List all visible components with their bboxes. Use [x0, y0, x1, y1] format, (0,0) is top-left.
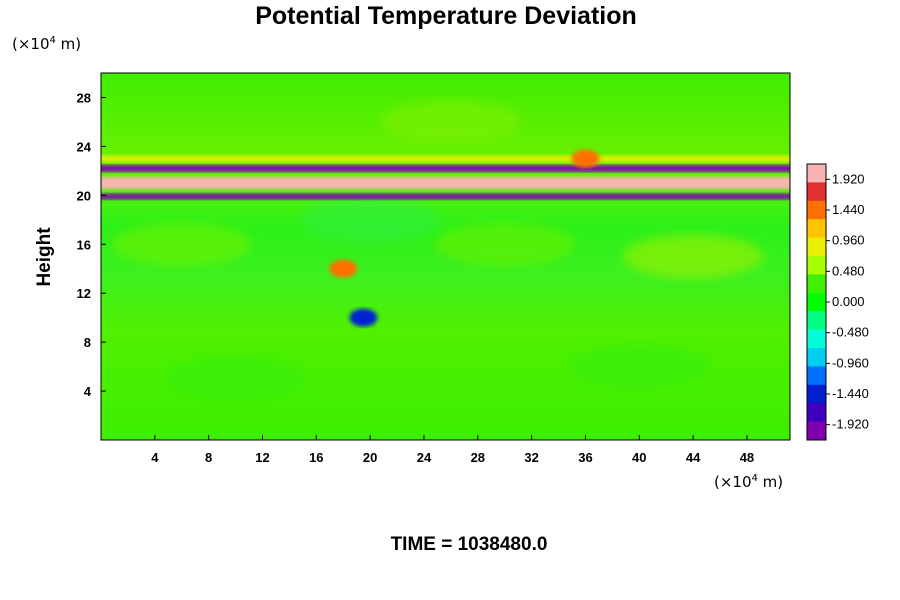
- y-axis-label: Height: [34, 227, 55, 287]
- colorbar-label: -0.480: [832, 325, 869, 340]
- x-tick-label: 16: [309, 450, 323, 465]
- texture-patch: [380, 99, 521, 144]
- colorbar-segment: [807, 329, 826, 349]
- time-label: TIME = 1038480.0: [391, 534, 548, 555]
- y-tick-label: 16: [77, 237, 91, 252]
- texture-patch: [623, 234, 764, 279]
- feature-band: [101, 155, 790, 162]
- colorbar-segment: [807, 182, 826, 202]
- feature-band: [101, 176, 790, 190]
- x-tick-label: 36: [578, 450, 592, 465]
- y-tick-label: 20: [77, 188, 91, 203]
- texture-patch: [569, 344, 710, 389]
- colorbar-segment: [807, 292, 826, 312]
- colorbar-segment: [807, 274, 826, 294]
- colorbar-segment: [807, 256, 826, 275]
- colorbar-label: 1.920: [832, 171, 865, 186]
- colorbar-label: 0.960: [832, 233, 865, 248]
- y-tick-label: 24: [77, 139, 92, 154]
- colorbar-segment: [807, 311, 826, 331]
- colorbar-label: 0.000: [832, 294, 865, 309]
- x-tick-label: 44: [686, 450, 701, 465]
- texture-patch: [434, 222, 575, 267]
- heatmap-field: [101, 73, 790, 440]
- x-tick-label: 32: [524, 450, 538, 465]
- colorbar-segment: [807, 219, 826, 239]
- heatmap-features: [101, 99, 790, 401]
- x-tick-label: 24: [417, 450, 432, 465]
- feature-band: [101, 164, 790, 173]
- colorbar-label: 1.440: [832, 202, 865, 217]
- colorbar-label: -0.960: [832, 355, 869, 370]
- colorbar-segment: [807, 403, 826, 423]
- colorbar-label: -1.440: [832, 386, 869, 401]
- colorbar-segment: [807, 421, 826, 441]
- x-axis-ticks: 4 8 12 16 20 24 28 32 36 40 44 48: [151, 435, 754, 465]
- feature-blob: [329, 259, 358, 278]
- colorbar: 1.920 1.440 0.960 0.480 0.000 -0.480 -0.960 -1.…: [806, 163, 869, 441]
- feature-blob: [349, 308, 378, 327]
- y-unit-label: (×104 m): [12, 35, 81, 53]
- colorbar-segment: [807, 200, 826, 220]
- colorbar-segment: [807, 366, 826, 386]
- texture-patch: [111, 222, 252, 267]
- y-axis-ticks: 4 8 12 16 20 24 28: [77, 90, 106, 399]
- x-tick-label: 20: [363, 450, 377, 465]
- colorbar-segment: [807, 164, 826, 183]
- x-unit-label: (×104 m): [714, 473, 783, 491]
- chart-title: Potential Temperature Deviation: [255, 2, 637, 30]
- colorbar-label: -1.920: [832, 417, 869, 432]
- x-tick-label: 8: [205, 450, 212, 465]
- colorbar-label: 0.480: [832, 263, 865, 278]
- x-tick-label: 48: [740, 450, 754, 465]
- x-tick-label: 28: [471, 450, 485, 465]
- y-tick-label: 4: [84, 384, 92, 399]
- x-tick-label: 12: [255, 450, 269, 465]
- colorbar-segment: [807, 237, 826, 257]
- texture-patch: [300, 197, 441, 242]
- plot-frame: [100, 72, 791, 441]
- x-tick-label: 40: [632, 450, 646, 465]
- colorbar-segment: [807, 384, 826, 404]
- colorbar-segment: [807, 348, 826, 367]
- x-tick-label: 4: [151, 450, 159, 465]
- y-tick-label: 12: [77, 286, 91, 301]
- y-tick-label: 8: [84, 335, 91, 350]
- feature-band: [101, 193, 790, 200]
- feature-blob: [571, 149, 600, 168]
- y-tick-label: 28: [77, 90, 91, 105]
- texture-patch: [165, 356, 306, 401]
